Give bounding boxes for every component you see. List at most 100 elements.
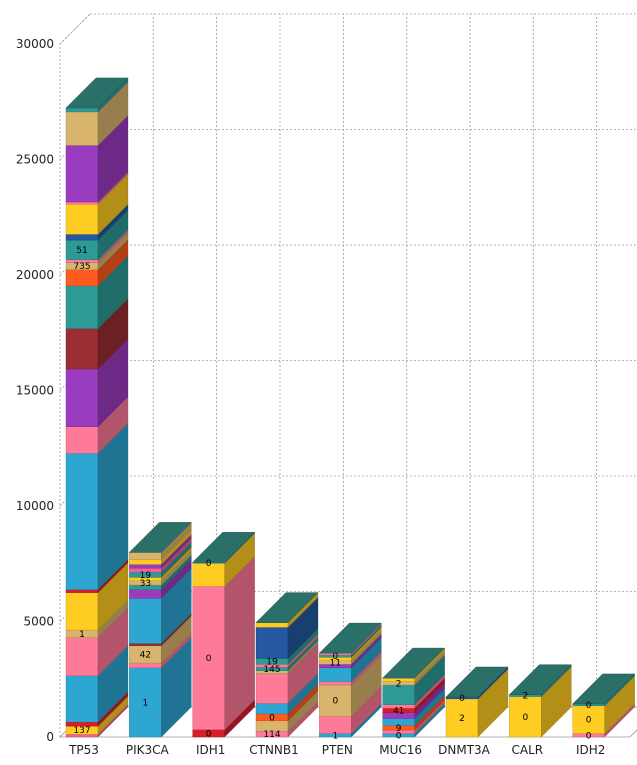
segment-value-label: 2 [396, 679, 402, 689]
bar-top-face [255, 592, 319, 623]
bar-top-face [192, 532, 256, 563]
bar-segment-side [224, 556, 255, 730]
bars-layer [65, 77, 636, 738]
x-tick-label-idh1: IDH1 [196, 743, 225, 757]
segment-value-label: 1 [142, 698, 148, 708]
bar-segment [255, 622, 289, 628]
bar-segment [65, 204, 99, 235]
segment-value-label: 41 [393, 706, 404, 716]
x-tick-label-dnmt3a: DNMT3A [438, 743, 491, 757]
bar-segment [255, 627, 289, 659]
bar-segment [129, 552, 162, 561]
segment-value-label: 19 [266, 657, 278, 667]
y-tick-label: 25000 [16, 153, 54, 167]
segment-value-label: 735 [73, 262, 90, 272]
bar-segment [319, 667, 352, 682]
bar-segment [129, 559, 162, 565]
segment-value-label: 137 [73, 726, 90, 736]
segment-value-label: 0 [586, 701, 592, 711]
y-tick-label: 0 [46, 730, 54, 744]
bar-segment [319, 684, 352, 717]
bar-segment [255, 673, 289, 704]
bar-segment [255, 703, 289, 715]
segment-value-label: 1 [332, 731, 338, 741]
bar-segment [65, 145, 99, 203]
bar-segment [509, 696, 542, 738]
segment-value-label: 0 [586, 731, 592, 741]
segment-value-label: 19 [140, 571, 152, 581]
bar-segment [319, 681, 352, 686]
bar-stack-dnmt3a [445, 666, 509, 738]
bar-stack-pten [318, 622, 382, 738]
segment-value-label: 0 [332, 652, 338, 662]
y-tick-label: 5000 [23, 615, 54, 629]
segment-value-label: 42 [140, 650, 151, 660]
x-tick-label-muc16: MUC16 [379, 743, 422, 757]
segment-value-label: 114 [263, 730, 280, 740]
bar-segment [65, 368, 99, 427]
segment-value-label: 11 [330, 659, 341, 669]
bar-segment [129, 598, 162, 644]
bar-segment [572, 705, 605, 734]
segment-value-label: 0 [459, 694, 465, 704]
bar-segment [65, 111, 99, 146]
bar-segment [445, 698, 479, 738]
bar-segment [65, 234, 99, 241]
bar-segment [129, 667, 162, 738]
segment-value-label: 0 [206, 654, 212, 664]
bar-segment [129, 564, 162, 569]
y-tick-label: 30000 [16, 37, 54, 51]
gridline-depth [59, 13, 91, 45]
bar-segment [65, 589, 99, 593]
bar-top-face [318, 622, 382, 654]
bar-stack-tp53 [65, 77, 129, 738]
x-tick-label-idh2: IDH2 [576, 743, 605, 757]
bar-segment [65, 592, 99, 631]
bar-stack-idh1 [192, 532, 256, 738]
bar-top-face [128, 522, 192, 553]
y-tick-label: 20000 [16, 268, 54, 282]
segment-value-label: 0 [396, 731, 402, 741]
bar-top-face [382, 647, 446, 679]
segment-value-label: 0 [206, 559, 212, 569]
bar-stack-muc16 [382, 647, 446, 738]
bar-segment [65, 426, 99, 454]
bar-segment [65, 107, 99, 113]
segment-value-label: 145 [263, 665, 280, 675]
x-tick-label-pik3ca: PIK3CA [126, 743, 170, 757]
bar-segment [65, 285, 99, 329]
segment-value-label: 2 [459, 714, 465, 724]
segment-value-label: 33 [140, 579, 151, 589]
bar-segment [65, 453, 99, 590]
segment-value-label: 1 [79, 630, 85, 640]
bar-stack-pik3ca [128, 522, 192, 738]
bar-stack-idh2 [572, 673, 636, 738]
bar-top-face [65, 77, 129, 109]
y-tick-label: 10000 [16, 499, 54, 513]
x-tick-label-pten: PTEN [322, 743, 353, 757]
bar-segment [65, 328, 99, 370]
bar-segment [192, 586, 225, 730]
x-tick-label-calr: CALR [512, 743, 544, 757]
segment-value-label: 0 [206, 729, 212, 739]
bar-top-face [572, 673, 636, 705]
bar-top-face [445, 666, 509, 698]
y-tick-label: 15000 [16, 384, 54, 398]
segment-value-label: 0 [332, 697, 338, 707]
bar-segment [129, 643, 162, 646]
bar-segment [65, 201, 99, 205]
bar-stack-ctnnb1 [255, 592, 319, 738]
segment-value-label: 0 [522, 713, 528, 723]
x-tick-label-tp53: TP53 [68, 743, 99, 757]
bar-stack-calr [508, 664, 572, 738]
x-tick-label-ctnnb1: CTNNB1 [249, 743, 299, 757]
bar-segment [65, 675, 99, 723]
segment-value-label: 51 [76, 246, 87, 256]
bar-segment [65, 637, 99, 676]
bar-top-face [508, 664, 572, 695]
segment-value-label: 0 [586, 716, 592, 726]
bar-segment [129, 662, 162, 668]
